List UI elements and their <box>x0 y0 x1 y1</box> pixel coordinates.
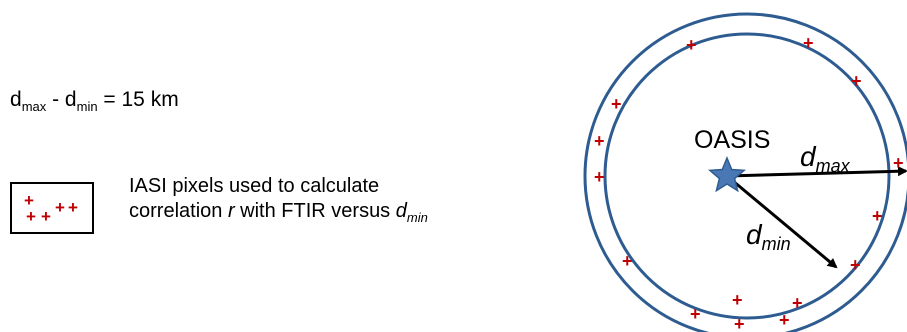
d-max-label: dmax <box>800 141 851 176</box>
legend-line-1: IASI pixels used to calculate <box>129 175 380 197</box>
legend-text-part: with FTIR versus <box>234 200 396 222</box>
iasi-pixel-marker: + <box>594 131 605 151</box>
d-min-subscript: min <box>762 234 791 254</box>
outer-circle-d-max <box>583 12 907 332</box>
oasis-label: OASIS <box>694 126 770 154</box>
iasi-pixel-marker: + <box>893 153 904 173</box>
iasi-pixel-marker: + <box>732 290 743 310</box>
legend-pixel-box: + + + + + <box>10 182 94 234</box>
d-min-arrow <box>726 174 838 269</box>
d-min-label: dmin <box>746 219 791 254</box>
iasi-pixel-marker: + <box>850 255 861 275</box>
iasi-pixel-marker: + <box>851 71 862 91</box>
d-min-subscript: min <box>406 210 428 225</box>
iasi-pixel-markers: + + + + + + + + + + + + + + + <box>594 33 904 332</box>
iasi-pixel-marker: + <box>779 310 790 330</box>
iasi-pixel-marker: + <box>792 293 803 313</box>
legend-marker: + <box>24 191 34 210</box>
iasi-pixel-marker: + <box>622 251 633 271</box>
d-min-symbol: d <box>395 200 407 222</box>
iasi-pixel-marker: + <box>872 206 883 226</box>
legend-marker: + <box>26 207 36 226</box>
legend-description: IASI pixels used to calculate correlatio… <box>129 174 428 230</box>
d-max-subscript: max <box>21 99 47 114</box>
inner-circle-d-min <box>603 32 891 320</box>
legend-line-2: correlation r with FTIR versus dmin <box>129 199 428 230</box>
legend-marker: + <box>55 198 65 217</box>
iasi-pixel-marker: + <box>690 304 701 324</box>
d-min-symbol: d <box>746 219 763 250</box>
legend-marker: + <box>41 207 51 226</box>
legend-text-part: correlation <box>129 200 228 222</box>
distance-formula: dmax - dmin = 15 km <box>10 88 179 114</box>
iasi-pixel-marker: + <box>734 314 745 332</box>
d-min-symbol: d <box>64 88 77 111</box>
formula-value: = 15 km <box>97 88 179 111</box>
iasi-pixel-marker: + <box>686 35 697 55</box>
oasis-station-star-icon <box>708 156 746 193</box>
minus-sign: - <box>46 88 65 111</box>
d-max-arrow <box>726 166 907 178</box>
iasi-pixel-marker: + <box>803 33 814 53</box>
d-max-subscript: max <box>816 156 851 176</box>
d-max-symbol: d <box>10 88 22 111</box>
d-max-symbol: d <box>800 141 817 172</box>
legend-marker: + <box>68 198 78 217</box>
d-min-subscript: min <box>76 99 98 114</box>
correlation-symbol: r <box>227 200 235 222</box>
iasi-pixel-marker: + <box>611 94 622 114</box>
iasi-pixel-marker: + <box>594 167 605 187</box>
